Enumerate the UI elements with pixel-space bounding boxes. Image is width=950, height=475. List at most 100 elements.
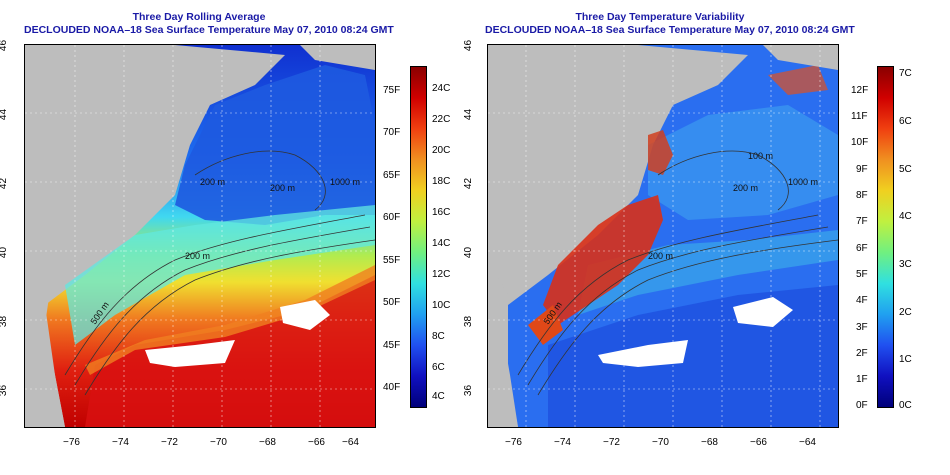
left-lon-label-64: −64 bbox=[342, 437, 359, 448]
right-title-line2: DECLOUDED NOAA–18 Sea Surface Temperatur… bbox=[485, 24, 855, 36]
right-title-line1: Three Day Temperature Variability bbox=[575, 11, 745, 23]
right-contour-200m bbox=[517, 214, 819, 376]
right-cb-f-7: 7F bbox=[856, 216, 868, 227]
right-lon-label-64: −64 bbox=[799, 437, 816, 448]
left-contour-500m bbox=[74, 226, 371, 386]
left-lat-label-40: 40 bbox=[0, 246, 10, 259]
left-lon-label-74: −74 bbox=[112, 437, 129, 448]
right-graticule bbox=[488, 45, 838, 427]
left-cb-f-55: 55F bbox=[383, 255, 401, 266]
left-cb-c-18: 18C bbox=[432, 176, 451, 187]
right-contour-1000m bbox=[537, 239, 838, 396]
right-cb-f-8: 8F bbox=[856, 190, 868, 201]
left-sst-map: 200 m 500 m 1000 m 200 m 200 m bbox=[24, 44, 376, 428]
left-cb-c-14: 14C bbox=[432, 238, 451, 249]
right-cb-f-9: 9F bbox=[856, 164, 868, 175]
left-lon-label-70: −70 bbox=[210, 437, 227, 448]
left-lat-label-38: 38 bbox=[0, 315, 10, 328]
left-cb-f-75: 75F bbox=[383, 85, 401, 96]
left-cb-c-4: 4C bbox=[432, 391, 445, 402]
right-cb-f-2: 2F bbox=[856, 348, 868, 359]
right-variability-high-4 bbox=[768, 65, 828, 95]
right-contour-label-5: 1000 m bbox=[788, 177, 818, 187]
right-contour-label-2: 200 m bbox=[648, 251, 673, 261]
right-cloud-mask-1 bbox=[598, 340, 688, 367]
left-title-line2: DECLOUDED NOAA–18 Sea Surface Temperatur… bbox=[24, 24, 394, 36]
left-cloud-mask-1 bbox=[145, 340, 235, 367]
right-variability-high-2 bbox=[528, 305, 563, 345]
left-gulf-of-maine bbox=[175, 65, 375, 225]
left-lat-label-36: 36 bbox=[0, 384, 10, 397]
right-cb-c-2: 2C bbox=[899, 307, 912, 318]
left-cb-f-50: 50F bbox=[383, 297, 401, 308]
right-contour-label-1: 100 m bbox=[748, 151, 773, 161]
left-cb-c-8: 8C bbox=[432, 331, 445, 342]
left-lat-label-46: 46 bbox=[0, 39, 10, 52]
right-cb-f-12: 12F bbox=[851, 85, 869, 96]
right-lon-label-66: −66 bbox=[750, 437, 767, 448]
left-lon-label-68: −68 bbox=[259, 437, 276, 448]
right-land bbox=[488, 45, 638, 285]
right-cb-f-4: 4F bbox=[856, 295, 868, 306]
right-lon-label-68: −68 bbox=[701, 437, 718, 448]
right-cb-c-0: 0C bbox=[899, 400, 912, 411]
right-cb-c-6: 6C bbox=[899, 116, 912, 127]
right-cb-f-3: 3F bbox=[856, 322, 868, 333]
right-lon-label-74: −74 bbox=[554, 437, 571, 448]
right-variability-mid-1 bbox=[648, 105, 838, 220]
right-variability-high bbox=[543, 195, 663, 325]
right-lat-label-42: 42 bbox=[463, 177, 475, 190]
left-cb-f-70: 70F bbox=[383, 127, 401, 138]
right-lon-label-72: −72 bbox=[603, 437, 620, 448]
left-cb-f-40: 40F bbox=[383, 382, 401, 393]
left-cb-f-60: 60F bbox=[383, 212, 401, 223]
right-cb-f-1: 1F bbox=[856, 374, 868, 385]
right-cloud-mask-2 bbox=[733, 297, 793, 327]
right-panel: Three Day Temperature Variability DECLOU… bbox=[463, 0, 950, 475]
right-lat-label-36: 36 bbox=[463, 384, 475, 397]
right-cb-c-5: 5C bbox=[899, 164, 912, 175]
right-lon-label-70: −70 bbox=[652, 437, 669, 448]
left-contour-1000m bbox=[84, 239, 375, 396]
right-land-south bbox=[488, 277, 518, 427]
left-cb-c-10: 10C bbox=[432, 300, 451, 311]
right-contour-500m bbox=[527, 226, 829, 386]
left-title-line1: Three Day Rolling Average bbox=[132, 11, 266, 23]
right-variability-high-3 bbox=[648, 130, 673, 175]
right-cb-f-11: 11F bbox=[851, 111, 868, 122]
right-cb-c-3: 3C bbox=[899, 259, 912, 270]
left-cb-c-12: 12C bbox=[432, 269, 451, 280]
left-land-ns bbox=[300, 45, 375, 70]
left-contour-label-5: 200 m bbox=[200, 177, 225, 187]
left-land bbox=[25, 45, 175, 285]
left-lat-label-44: 44 bbox=[0, 108, 10, 121]
right-contour-gom bbox=[657, 150, 789, 211]
right-cb-f-5: 5F bbox=[856, 269, 868, 280]
right-lat-label-38: 38 bbox=[463, 315, 475, 328]
right-lat-label-46: 46 bbox=[463, 39, 475, 52]
left-cb-c-22: 22C bbox=[432, 114, 451, 125]
right-contour-label-4: 200 m bbox=[733, 183, 758, 193]
left-cb-c-24: 24C bbox=[432, 83, 451, 94]
left-contour-gom bbox=[194, 150, 326, 211]
left-contour-200m bbox=[64, 214, 366, 376]
left-contour-label-3: 1000 m bbox=[330, 177, 360, 187]
right-cb-f-6: 6F bbox=[856, 243, 868, 254]
right-lon-label-76: −76 bbox=[505, 437, 522, 448]
left-cloud-mask-2 bbox=[280, 300, 330, 330]
right-land-ns bbox=[763, 45, 838, 70]
left-land-south bbox=[25, 277, 65, 427]
left-colorbar bbox=[410, 66, 427, 408]
right-variability-map: 100 m 200 m 500 m 200 m 1000 m bbox=[487, 44, 839, 428]
right-cb-f-0: 0F bbox=[856, 400, 868, 411]
left-contour-label-4: 200 m bbox=[270, 183, 295, 193]
left-cb-c-6: 6C bbox=[432, 362, 445, 373]
right-cb-c-1: 1C bbox=[899, 354, 912, 365]
right-lat-label-44: 44 bbox=[463, 108, 475, 121]
right-cb-f-10: 10F bbox=[851, 137, 869, 148]
left-lat-label-42: 42 bbox=[0, 177, 10, 190]
right-cb-c-7: 7C bbox=[899, 68, 912, 79]
left-graticule bbox=[25, 45, 375, 427]
left-panel: Three Day Rolling Average DECLOUDED NOAA… bbox=[0, 11, 451, 448]
left-lon-label-72: −72 bbox=[161, 437, 178, 448]
